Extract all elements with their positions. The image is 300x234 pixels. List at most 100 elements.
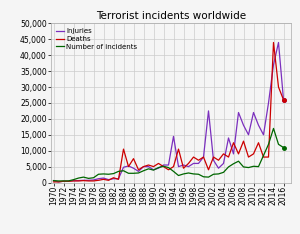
Deaths — [167, 168, 170, 171]
Injuries — [262, 133, 265, 136]
Deaths — [77, 179, 80, 182]
Injuries — [277, 41, 280, 44]
Injuries — [77, 179, 80, 182]
Deaths — [117, 178, 120, 181]
Number of incidents — [197, 173, 200, 176]
Injuries — [112, 177, 115, 180]
Deaths — [107, 179, 110, 182]
Deaths — [267, 156, 270, 158]
Number of incidents — [222, 171, 225, 174]
Deaths — [207, 168, 210, 171]
Injuries — [147, 165, 150, 168]
Injuries — [202, 156, 205, 158]
Deaths — [242, 140, 245, 143]
Number of incidents — [107, 173, 110, 176]
Injuries — [87, 179, 90, 182]
Injuries — [52, 179, 55, 182]
Deaths — [127, 165, 130, 168]
Injuries — [67, 180, 70, 183]
Injuries — [237, 111, 240, 114]
Deaths — [82, 179, 85, 182]
Number of incidents — [262, 154, 265, 157]
Deaths — [212, 156, 215, 158]
Deaths — [187, 162, 190, 165]
Number of incidents — [147, 168, 150, 170]
Number of incidents — [97, 173, 100, 176]
Legend: Injuries, Deaths, Number of incidents: Injuries, Deaths, Number of incidents — [55, 27, 139, 51]
Deaths — [232, 141, 235, 144]
Number of incidents — [92, 176, 95, 179]
Injuries — [227, 137, 230, 139]
Deaths — [97, 179, 100, 182]
Number of incidents — [167, 166, 170, 169]
Deaths — [247, 156, 250, 158]
Injuries — [267, 102, 270, 104]
Deaths — [57, 180, 60, 183]
Number of incidents — [282, 146, 285, 149]
Line: Number of incidents: Number of incidents — [53, 128, 283, 181]
Deaths — [147, 164, 150, 166]
Injuries — [247, 133, 250, 136]
Injuries — [257, 124, 260, 127]
Injuries — [122, 166, 125, 169]
Deaths — [217, 159, 220, 162]
Number of incidents — [117, 170, 120, 173]
Number of incidents — [127, 172, 130, 175]
Number of incidents — [217, 172, 220, 175]
Number of incidents — [182, 172, 185, 175]
Injuries — [172, 135, 175, 138]
Injuries — [97, 177, 100, 180]
Injuries — [62, 180, 65, 183]
Deaths — [227, 156, 230, 158]
Number of incidents — [62, 179, 65, 182]
Deaths — [122, 148, 125, 150]
Number of incidents — [52, 179, 55, 182]
Injuries — [162, 164, 165, 166]
Deaths — [222, 153, 225, 155]
Number of incidents — [257, 165, 260, 168]
Number of incidents — [77, 177, 80, 179]
Deaths — [102, 178, 105, 181]
Deaths — [177, 148, 180, 150]
Number of incidents — [152, 169, 155, 172]
Number of incidents — [192, 172, 195, 175]
Injuries — [197, 162, 200, 165]
Injuries — [182, 164, 185, 166]
Number of incidents — [247, 166, 250, 169]
Deaths — [67, 180, 70, 183]
Injuries — [192, 162, 195, 165]
Injuries — [92, 179, 95, 181]
Deaths — [262, 156, 265, 158]
Deaths — [272, 41, 275, 44]
Injuries — [142, 165, 145, 168]
Injuries — [187, 165, 190, 168]
Injuries — [207, 110, 210, 112]
Deaths — [257, 141, 260, 144]
Number of incidents — [132, 172, 135, 175]
Number of incidents — [102, 172, 105, 175]
Number of incidents — [67, 179, 70, 182]
Injuries — [57, 180, 60, 183]
Deaths — [132, 157, 135, 160]
Injuries — [167, 164, 170, 166]
Number of incidents — [187, 172, 190, 174]
Number of incidents — [207, 176, 210, 179]
Deaths — [112, 176, 115, 179]
Deaths — [277, 86, 280, 88]
Deaths — [142, 165, 145, 168]
Deaths — [182, 167, 185, 170]
Injuries — [102, 177, 105, 179]
Injuries — [132, 167, 135, 170]
Injuries — [217, 167, 220, 170]
Number of incidents — [72, 178, 75, 181]
Deaths — [62, 180, 65, 183]
Injuries — [222, 162, 225, 165]
Deaths — [162, 165, 165, 168]
Deaths — [252, 153, 255, 155]
Title: Terrorist incidents worldwide: Terrorist incidents worldwide — [96, 11, 246, 21]
Number of incidents — [172, 170, 175, 173]
Deaths — [52, 180, 55, 183]
Injuries — [242, 124, 245, 127]
Number of incidents — [142, 169, 145, 172]
Deaths — [92, 179, 95, 182]
